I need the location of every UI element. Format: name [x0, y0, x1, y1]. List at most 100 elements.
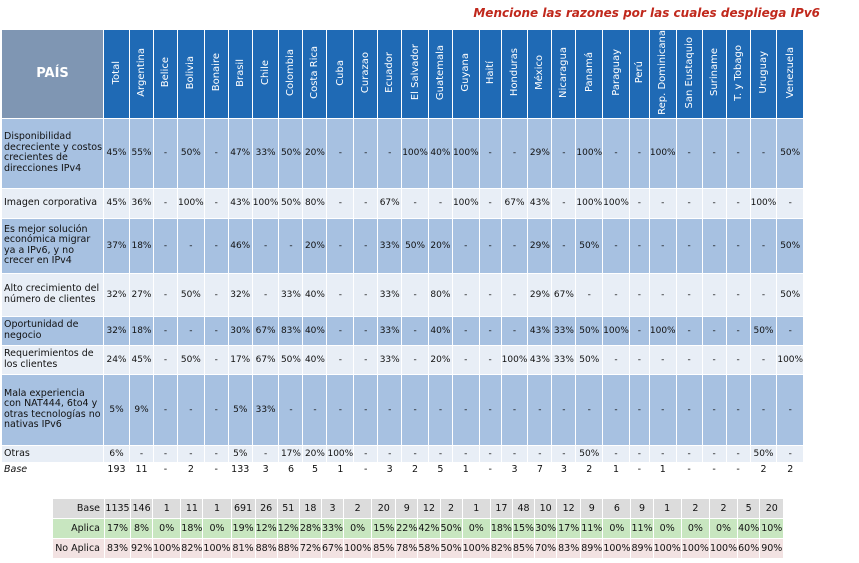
table-cell: - — [177, 217, 205, 274]
summary-cell: 17% — [104, 518, 131, 539]
table-cell: 43% — [227, 187, 253, 219]
column-header-paraguay: Paraguay — [602, 29, 630, 119]
summary-cell: 12% — [276, 518, 300, 539]
table-cell: 6 — [278, 461, 304, 478]
table-cell: 50% — [749, 444, 778, 463]
summary-cell: 60% — [737, 538, 761, 559]
table-cell: - — [725, 217, 751, 274]
summary-cell: 6 — [602, 498, 632, 519]
table-cell: 45% — [103, 187, 130, 219]
table-cell: - — [500, 272, 529, 317]
table-cell: 37% — [103, 217, 130, 274]
table-cell: - — [478, 217, 502, 274]
table-cell: 5 — [302, 461, 328, 478]
table-cell: - — [203, 272, 229, 317]
column-header-label: Panamá — [583, 52, 595, 93]
table-cell: - — [478, 461, 502, 478]
summary-cell: 15% — [371, 518, 397, 539]
table-row: Imagen corporativa 45% 36% -100% -43% 100% 50%… — [1, 187, 805, 219]
column-header-label: Rep. Dominicana — [657, 30, 669, 115]
table-cell: - — [628, 117, 650, 189]
summary-cell: 40% — [737, 518, 761, 539]
summary-row-no-aplica: No Aplica 83% 92% 100% 82% 100% 81% 88% 88% 72% 67… — [52, 538, 785, 559]
summary-cell: 0% — [202, 518, 232, 539]
column-header-bonaire: Bonaire — [203, 29, 229, 119]
summary-cell: 2 — [680, 498, 710, 519]
table-cell: 2 — [776, 461, 805, 478]
table-cell: - — [203, 187, 229, 219]
table-cell: - — [675, 187, 703, 219]
summary-cell: 30% — [534, 518, 558, 539]
summary-cell: 0% — [461, 518, 491, 539]
table-row: Oportunidad de negocio 32% 18% - - -30% 67% 83%… — [1, 315, 805, 346]
column-header-argentina: Argentina — [129, 29, 154, 119]
table-cell: 3 — [551, 461, 577, 478]
base-row: Base 193 11-2-133 3 6 5 1-3 2 5 1-3 7 3 2 1-1- - -2 2 — [1, 461, 805, 478]
column-header-label: Curazao — [360, 51, 372, 93]
column-header-brasil: Brasil — [227, 29, 253, 119]
table-cell: 80% — [302, 187, 328, 219]
summary-cell: 81% — [230, 538, 256, 559]
table-cell: - — [500, 117, 529, 189]
table-cell: - — [701, 315, 727, 346]
column-header-t-y-tobago: T. y Tobago — [725, 29, 751, 119]
table-cell: - — [353, 217, 379, 274]
table-cell: 50% — [575, 315, 604, 346]
table-cell: - — [153, 315, 178, 346]
summary-cell: 82% — [180, 538, 204, 559]
summary-cell: 0% — [652, 518, 682, 539]
table-row: Alto crecimiento del número de clientes 3… — [1, 272, 805, 317]
summary-cell: 58% — [417, 538, 441, 559]
table-cell: - — [478, 315, 502, 346]
table-cell: - — [675, 344, 703, 375]
table-cell: - — [326, 344, 355, 375]
summary-cell: 42% — [417, 518, 441, 539]
table-cell: - — [602, 117, 630, 189]
table-cell: 100% — [451, 117, 480, 189]
summary-cell: 0% — [708, 518, 739, 539]
table-cell: 33% — [278, 272, 304, 317]
summary-cell: 9 — [580, 498, 604, 519]
column-header-ecuador: Ecuador — [377, 29, 403, 119]
table-cell: - — [725, 315, 751, 346]
summary-cell: 0% — [602, 518, 632, 539]
table-cell: - — [701, 344, 727, 375]
table-cell: 100% — [251, 187, 280, 219]
table-cell: 45% — [129, 344, 154, 375]
table-cell: 9% — [129, 373, 154, 446]
table-cell: 50% — [177, 117, 205, 189]
table-cell: - — [302, 373, 328, 446]
table-cell: 50% — [776, 117, 805, 189]
table-cell: - — [326, 315, 355, 346]
summary-cell: 70% — [534, 538, 558, 559]
column-header-el-salvador: El Salvador — [401, 29, 429, 119]
table-cell: 32% — [227, 272, 253, 317]
table-cell: - — [401, 272, 429, 317]
table-cell: - — [251, 444, 280, 463]
table-cell: 30% — [227, 315, 253, 346]
table-cell: 100% — [575, 187, 604, 219]
table-cell: 40% — [302, 344, 328, 375]
column-header-label: Perú — [633, 61, 645, 84]
table-cell: - — [628, 187, 650, 219]
summary-cell: 83% — [556, 538, 582, 559]
column-header-label: Ecuador — [384, 52, 396, 93]
column-header-haiti: Haití — [478, 29, 502, 119]
table-cell: 100% — [648, 117, 677, 189]
table-cell: 29% — [527, 117, 553, 189]
table-cell: - — [602, 344, 630, 375]
table-cell: 45% — [103, 117, 130, 189]
table-cell: 100% — [602, 315, 630, 346]
summary-cell: 17% — [556, 518, 582, 539]
table-cell: - — [675, 461, 703, 478]
table-cell: 2 — [401, 461, 429, 478]
table-cell: - — [648, 217, 677, 274]
column-header-venezuela: Venezuela — [776, 29, 805, 119]
table-cell: 50% — [177, 344, 205, 375]
summary-cell: 22% — [395, 518, 419, 539]
summary-cell: 26 — [254, 498, 278, 519]
table-cell: - — [353, 272, 379, 317]
table-cell: 33% — [251, 373, 280, 446]
table-cell: 17% — [278, 444, 304, 463]
column-header-peru: Perú — [628, 29, 650, 119]
